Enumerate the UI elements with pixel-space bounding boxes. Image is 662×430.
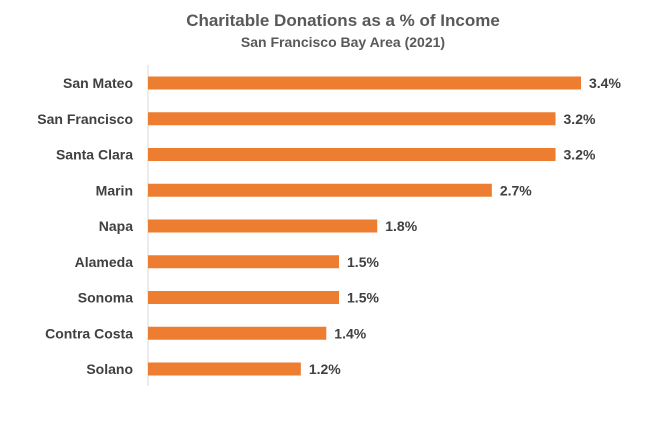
bar	[148, 326, 327, 340]
category-label: Napa	[99, 218, 133, 234]
data-label: 3.2%	[564, 111, 596, 127]
chart-subtitle: San Francisco Bay Area (2021)	[241, 34, 445, 50]
bar	[148, 183, 492, 197]
bar	[148, 219, 378, 233]
bars-group	[148, 76, 581, 376]
bar	[148, 112, 556, 126]
data-label: 1.4%	[334, 325, 366, 341]
bar	[148, 291, 340, 304]
bar	[148, 362, 301, 376]
category-label: Solano	[86, 361, 133, 377]
chart-title: Charitable Donations as a % of Income	[186, 11, 500, 30]
category-label: Contra Costa	[45, 325, 133, 341]
category-label: Sonoma	[78, 290, 133, 306]
data-label: 1.5%	[347, 254, 379, 270]
data-label: 1.2%	[309, 361, 341, 377]
bar	[148, 76, 581, 90]
data-labels: 3.4% 3.2% 3.2% 2.7% 1.8% 1.5% 1.5% 1.4% 1.2%	[309, 75, 622, 377]
bar	[148, 255, 340, 269]
data-label: 2.7%	[500, 182, 532, 198]
category-label: San Mateo	[63, 75, 133, 91]
data-label: 3.2%	[564, 147, 596, 163]
category-label: Alameda	[75, 254, 134, 270]
data-label: 3.4%	[589, 75, 621, 91]
category-labels: San Mateo San Francisco Santa Clara Marin Na…	[37, 75, 133, 377]
category-label: San Francisco	[37, 111, 133, 127]
data-label: 1.5%	[347, 290, 379, 306]
bar	[148, 148, 556, 161]
category-label: Marin	[96, 182, 133, 198]
data-label: 1.8%	[385, 218, 417, 234]
category-label: Santa Clara	[56, 147, 133, 163]
